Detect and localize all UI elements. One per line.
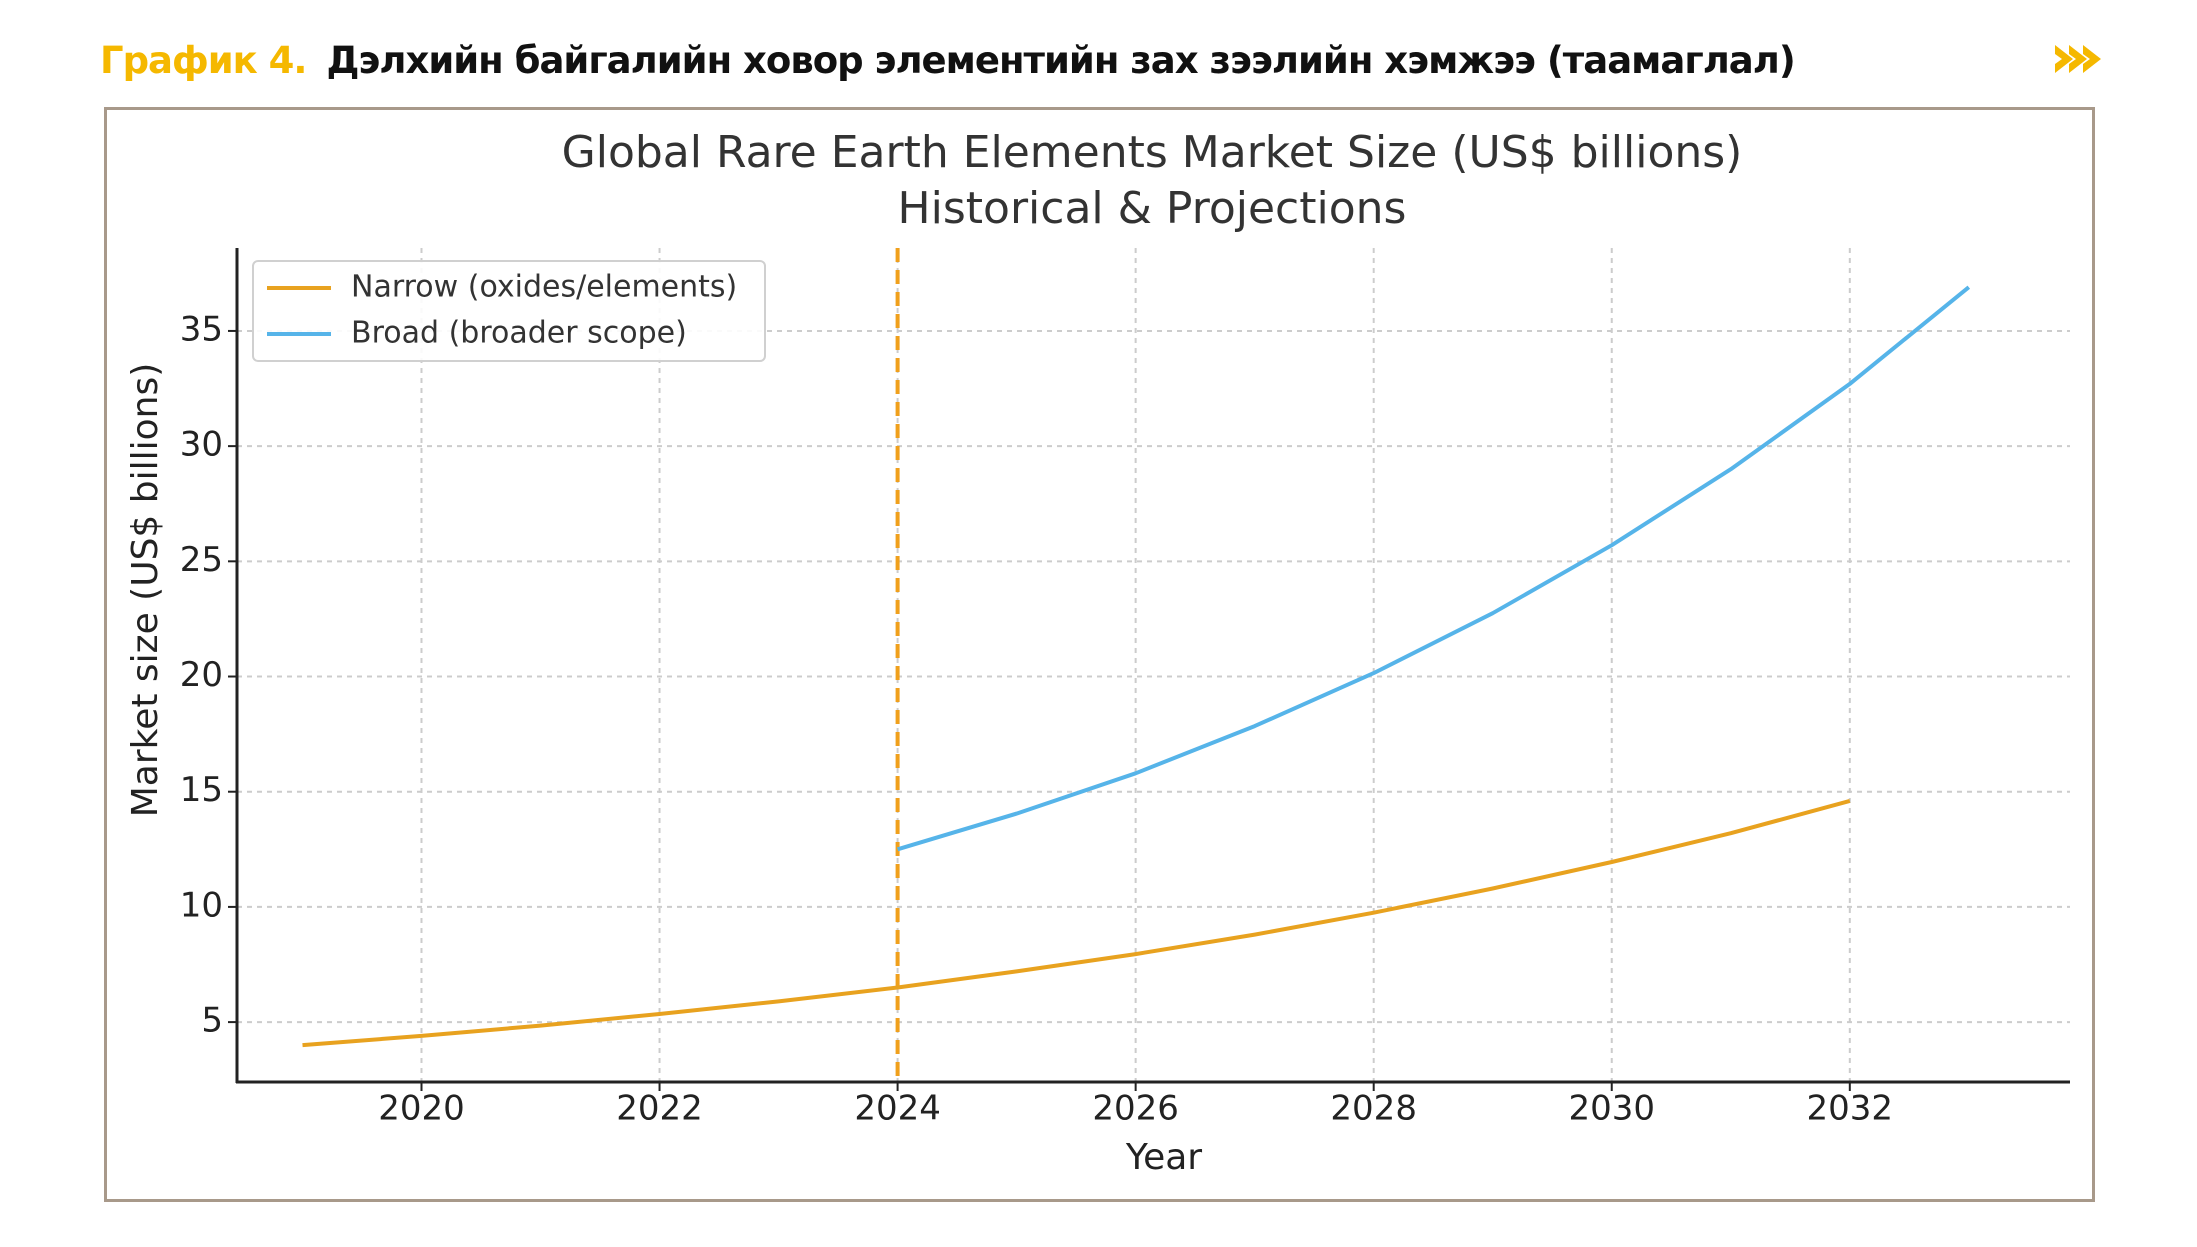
y-tick-label: 20: [180, 655, 223, 695]
x-axis-label: Year: [1125, 1137, 1202, 1178]
chart-title: Global Rare Earth Elements Market Size (…: [562, 127, 1743, 178]
legend-label-1: Broad (broader scope): [351, 316, 687, 351]
series-lines: [302, 285, 1971, 1048]
legend-box: [252, 260, 766, 362]
x-tick-label: 2028: [1330, 1089, 1417, 1129]
x-tick-label: 2022: [616, 1089, 703, 1129]
legend: Narrow (oxides/elements) Broad (broader s…: [252, 260, 766, 362]
chart-subtitle: Historical & Projections: [898, 183, 1407, 234]
y-tick-label: 5: [201, 1001, 223, 1041]
x-tick-label: 2026: [1092, 1089, 1179, 1129]
line-chart: Global Rare Earth Elements Market Size (…: [125, 127, 2070, 1178]
y-tick-label: 25: [180, 540, 223, 580]
double-chevron-right-icon: [2055, 45, 2101, 73]
series-line-1: [897, 285, 1971, 852]
x-tick-labels: 2020 2022 2024 2026 2028 2030 2032: [378, 1089, 1893, 1129]
figure-header: График 4. Дэлхийн байгалийн ховор элемен…: [100, 30, 2100, 90]
x-tick-label: 2024: [854, 1089, 941, 1129]
y-tick-labels: 5 10 15 20 25 30 35: [180, 309, 223, 1040]
y-tick-label: 35: [180, 309, 223, 349]
x-tick-label: 2032: [1807, 1089, 1894, 1129]
series-line-0: [302, 798, 1851, 1048]
figure-title: Дэлхийн байгалийн ховор элементийн зах з…: [326, 38, 1795, 82]
x-tick-label: 2020: [378, 1089, 465, 1129]
chart-frame: Global Rare Earth Elements Market Size (…: [104, 107, 2095, 1202]
y-tick-label: 15: [180, 770, 223, 810]
figure-label: График 4.: [100, 38, 307, 82]
y-tick-label: 10: [180, 885, 223, 925]
axes: [228, 248, 2070, 1091]
y-tick-label: 30: [180, 425, 223, 465]
legend-label-0: Narrow (oxides/elements): [351, 270, 737, 305]
grid: [237, 248, 2070, 1082]
x-tick-label: 2030: [1568, 1089, 1655, 1129]
y-axis-label: Market size (US$ billions): [125, 363, 166, 818]
